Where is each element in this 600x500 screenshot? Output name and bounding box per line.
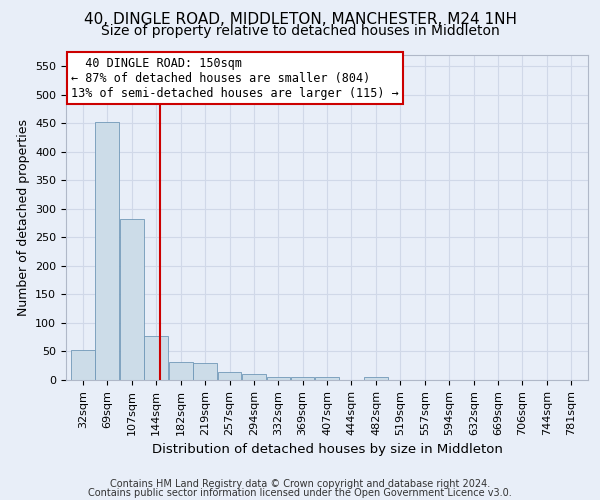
Bar (316, 377, 339, 380)
X-axis label: Distribution of detached houses by size in Middleton: Distribution of detached houses by size … (152, 443, 502, 456)
Bar (218, 372, 241, 380)
Bar (266, 376, 290, 380)
Bar (364, 377, 388, 380)
Bar (120, 218, 143, 380)
Text: Contains HM Land Registry data © Crown copyright and database right 2024.: Contains HM Land Registry data © Crown c… (110, 479, 490, 489)
Bar (169, 362, 193, 380)
Text: Contains public sector information licensed under the Open Government Licence v3: Contains public sector information licen… (88, 488, 512, 498)
Bar (193, 363, 217, 380)
Text: 40, DINGLE ROAD, MIDDLETON, MANCHESTER, M24 1NH: 40, DINGLE ROAD, MIDDLETON, MANCHESTER, … (83, 12, 517, 28)
Bar (95, 122, 119, 380)
Bar (242, 374, 266, 380)
Bar (144, 336, 168, 380)
Text: 40 DINGLE ROAD: 150sqm
← 87% of detached houses are smaller (804)
13% of semi-de: 40 DINGLE ROAD: 150sqm ← 87% of detached… (71, 56, 399, 100)
Bar (71, 350, 95, 380)
Bar (290, 377, 314, 380)
Y-axis label: Number of detached properties: Number of detached properties (17, 119, 29, 316)
Text: Size of property relative to detached houses in Middleton: Size of property relative to detached ho… (101, 24, 499, 38)
